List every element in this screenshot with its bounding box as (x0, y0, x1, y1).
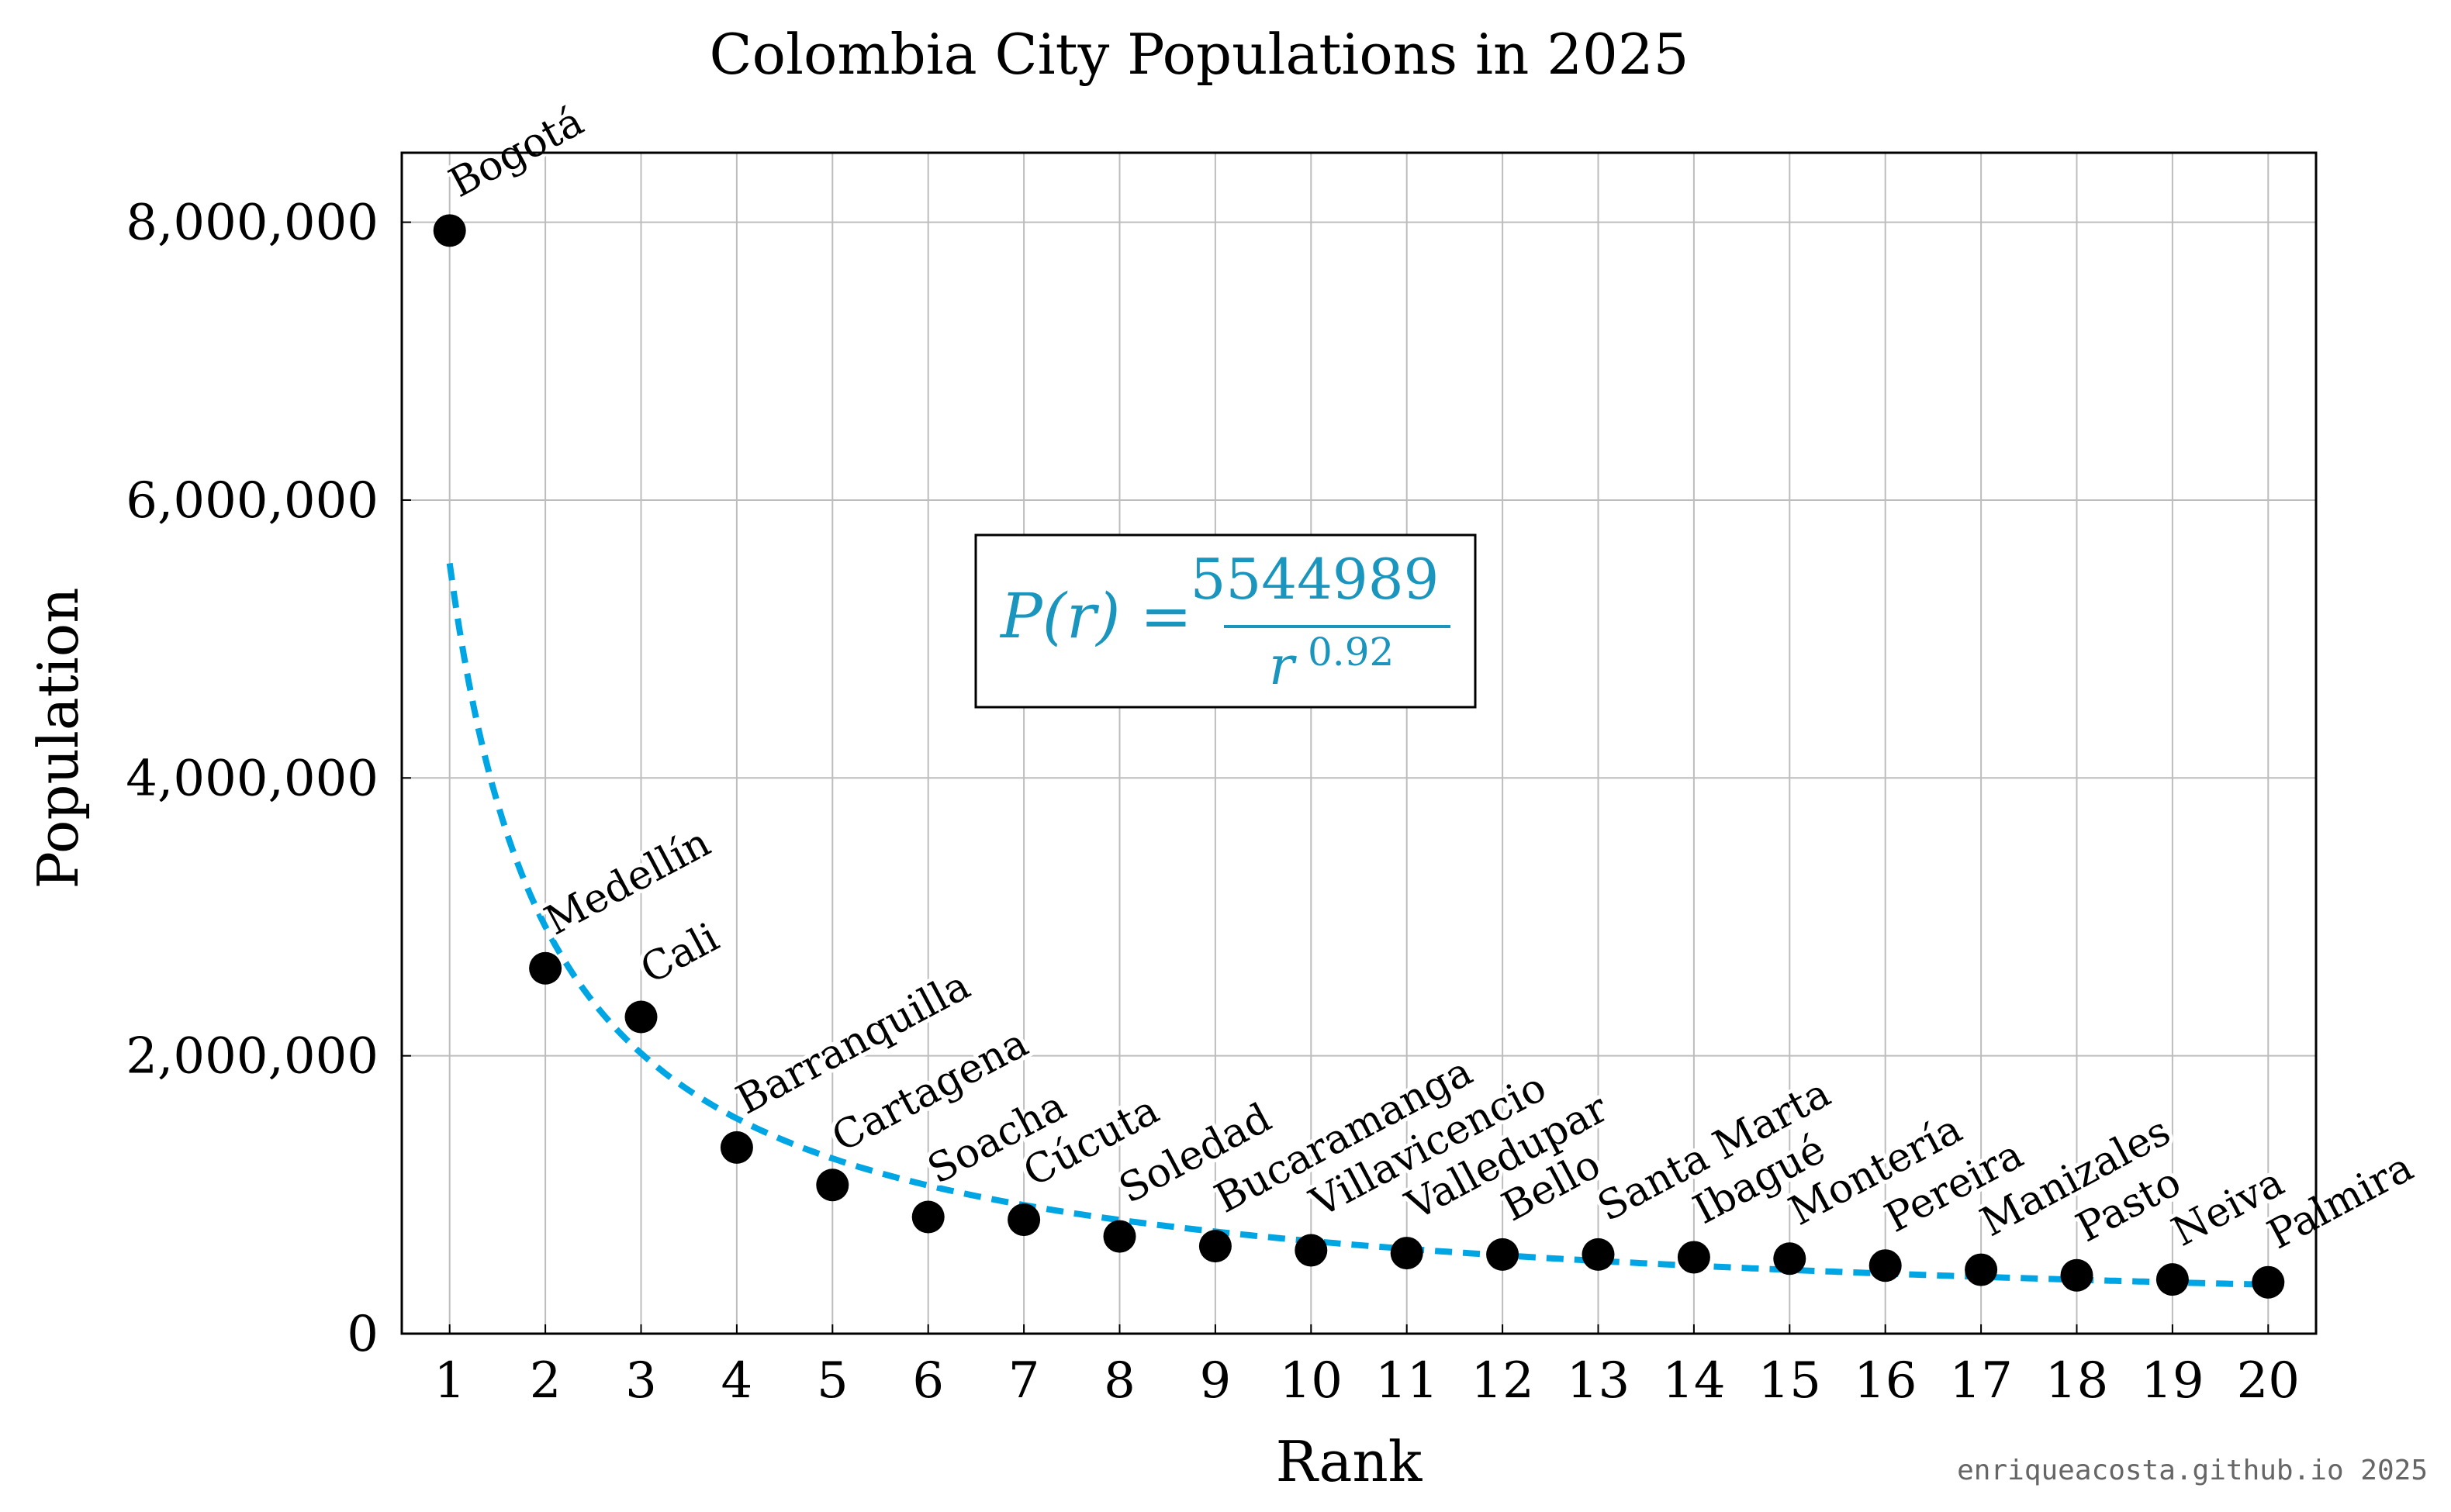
data-point (720, 1131, 753, 1164)
data-point (816, 1169, 849, 1202)
fit-equation: P(r) = 5544989 r 0.92 (974, 533, 1477, 709)
data-point (1773, 1242, 1806, 1276)
fit-equation-denominator-base: r (1269, 636, 1297, 697)
x-tick-label: 8 (1104, 1352, 1136, 1410)
data-point (529, 951, 562, 985)
y-tick-label: 6,000,000 (126, 472, 379, 530)
fit-equation-numerator: 5544989 (1191, 547, 1440, 612)
fit-curve-group (446, 562, 2269, 1288)
y-tick-labels: 0 2,000,000 4,000,000 6,000,000 8,000,000 (126, 195, 379, 1363)
x-tick-label: 10 (1280, 1352, 1343, 1410)
data-point (1295, 1234, 1328, 1267)
x-tick-label: 15 (1758, 1352, 1821, 1410)
data-point (433, 214, 466, 247)
x-tick-label: 9 (1200, 1352, 1232, 1410)
fit-equation-denominator-exponent: 0.92 (1308, 630, 1394, 675)
chart-title: Colombia City Populations in 2025 (710, 22, 1689, 87)
x-tick-label: 11 (1375, 1352, 1438, 1410)
data-point (2155, 1263, 2189, 1296)
x-tick-label: 17 (1949, 1352, 2012, 1410)
y-tick-label: 0 (347, 1306, 379, 1363)
data-point (1677, 1241, 1710, 1274)
x-tick-label: 5 (817, 1352, 849, 1410)
y-axis-label: Population (26, 588, 91, 889)
data-point (1582, 1238, 1615, 1271)
x-tick-label: 12 (1471, 1352, 1533, 1410)
x-tick-label: 13 (1567, 1352, 1630, 1410)
x-tick-label: 1 (434, 1352, 465, 1410)
data-point (1198, 1230, 1232, 1263)
grid (402, 153, 2316, 1334)
x-tick-labels: 1 2 3 4 5 6 7 8 9 10 11 12 13 14 15 16 17 18 19 20 (434, 1352, 2300, 1410)
points-group (433, 214, 2285, 1299)
data-point (1486, 1238, 1519, 1271)
x-tick-label: 14 (1662, 1352, 1725, 1410)
x-tick-label: 16 (1854, 1352, 1917, 1410)
data-point (911, 1200, 945, 1234)
x-tick-label: 4 (721, 1352, 753, 1410)
x-tick-label: 18 (2045, 1352, 2108, 1410)
x-axis-label: Rank (1276, 1429, 1423, 1494)
plot-frame (400, 151, 2318, 1335)
x-tick-label: 19 (2141, 1352, 2204, 1410)
data-point (2060, 1258, 2093, 1292)
x-tick-label: 7 (1008, 1352, 1040, 1410)
data-point (1390, 1237, 1423, 1270)
x-tick-label: 3 (625, 1352, 657, 1410)
x-tick-label: 2 (530, 1352, 562, 1410)
data-point (1965, 1253, 1998, 1286)
data-point (1103, 1220, 1136, 1253)
fit-equation-box (974, 533, 1477, 709)
fit-curve (446, 562, 2269, 1288)
data-point (2252, 1265, 2285, 1299)
credit-text: enriqueacosta.github.io 2025 (1957, 1455, 2428, 1486)
x-tick-label: 6 (912, 1352, 944, 1410)
y-tick-label: 2,000,000 (126, 1028, 379, 1086)
data-point (1008, 1203, 1041, 1237)
y-tick-label: 4,000,000 (126, 750, 379, 807)
fit-equation-lhs: P(r) = (999, 580, 1192, 652)
x-tick-label: 20 (2237, 1352, 2300, 1410)
data-point (624, 1000, 658, 1034)
y-tick-label: 8,000,000 (126, 195, 379, 252)
data-point (1868, 1249, 1902, 1282)
